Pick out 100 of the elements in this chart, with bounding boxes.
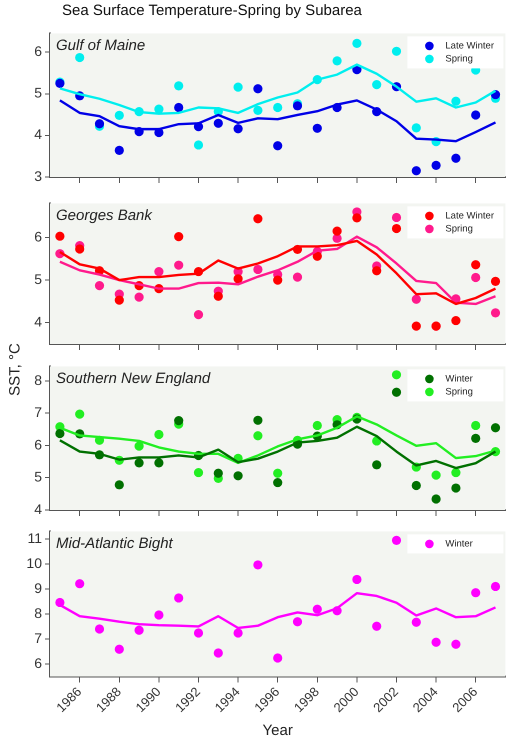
point [451,483,460,493]
point [234,82,243,92]
point [273,102,282,112]
y-tick-label: 5 [34,468,42,485]
point [471,272,480,282]
legend-label: Spring [445,224,473,235]
y-tick-label: 3 [34,168,42,184]
y-tick-label: 6 [34,228,42,244]
point [392,46,402,56]
point [432,160,441,170]
point [312,252,322,261]
y-tick-label: 10 [26,554,42,571]
point [114,296,124,305]
point [194,140,204,150]
y-axis-title: SST, °C [6,342,24,398]
y-tick-label: 5 [34,270,42,287]
point [392,370,402,380]
point [352,574,362,584]
y-tick-label: 7 [34,630,42,646]
chart-subtitle: Mid-Atlantic Bight [56,535,174,552]
point [432,494,441,504]
point [253,560,262,570]
point [312,604,322,614]
chart-title: Sea Surface Temperature-Spring by Subarea [62,2,362,19]
y-tick-label: 8 [34,604,42,621]
chart-subtitle: Georges Bank [56,207,154,224]
point [253,416,262,425]
point [253,84,262,94]
point [352,38,362,48]
legend-label: Late Winter [445,40,494,52]
point [412,294,421,304]
point [234,471,243,480]
point [114,110,124,120]
point [253,264,262,274]
point [312,124,322,133]
point [273,653,282,663]
point [253,106,262,116]
y-tick-label: 6 [34,42,42,59]
y-tick-label: 4 [34,126,42,142]
point [412,322,421,331]
point [214,468,223,478]
point [94,119,104,128]
point [471,588,480,598]
point [292,617,302,626]
y-tick-label: 6 [34,436,42,452]
point [490,276,500,286]
point [292,272,302,282]
point [273,478,282,488]
point [134,626,144,635]
point [234,628,243,638]
legend-label: Spring [445,386,473,398]
point [372,266,382,276]
point [392,536,402,546]
point [154,266,164,276]
point [392,388,402,397]
point [174,260,184,270]
point [174,232,184,242]
point [490,423,500,432]
y-tick-label: 11 [27,530,42,546]
point [194,468,204,478]
point [114,146,124,155]
legend-label: Late Winter [445,210,494,222]
point [174,593,184,603]
point [412,480,421,490]
point [55,428,64,438]
point [214,648,223,658]
point [75,579,84,588]
point [312,420,322,430]
point [273,141,282,150]
point [134,458,144,468]
point [154,458,164,468]
point [412,618,421,627]
point [432,638,441,647]
point [490,582,500,592]
chart-subtitle: Gulf of Maine [56,37,146,54]
x-axis-title: Year [262,722,293,740]
legend-label: Winter [445,374,473,385]
point [471,420,480,430]
point [194,310,204,320]
point [451,154,460,163]
point [471,434,480,443]
point [75,410,84,419]
point [253,431,262,440]
chart-subtitle: Southern New England [56,370,211,388]
point [451,468,460,478]
point [114,480,124,490]
y-tick-label: 7 [34,404,42,420]
point [332,226,342,236]
point [94,281,104,290]
point [214,118,223,128]
y-tick-label: 4 [34,314,42,330]
legend-label: Winter [445,538,473,550]
point [134,442,144,451]
point [451,96,460,106]
point [253,214,262,224]
point [174,81,184,90]
point [471,110,480,120]
point [451,316,460,326]
point [134,292,144,302]
point [234,274,243,284]
